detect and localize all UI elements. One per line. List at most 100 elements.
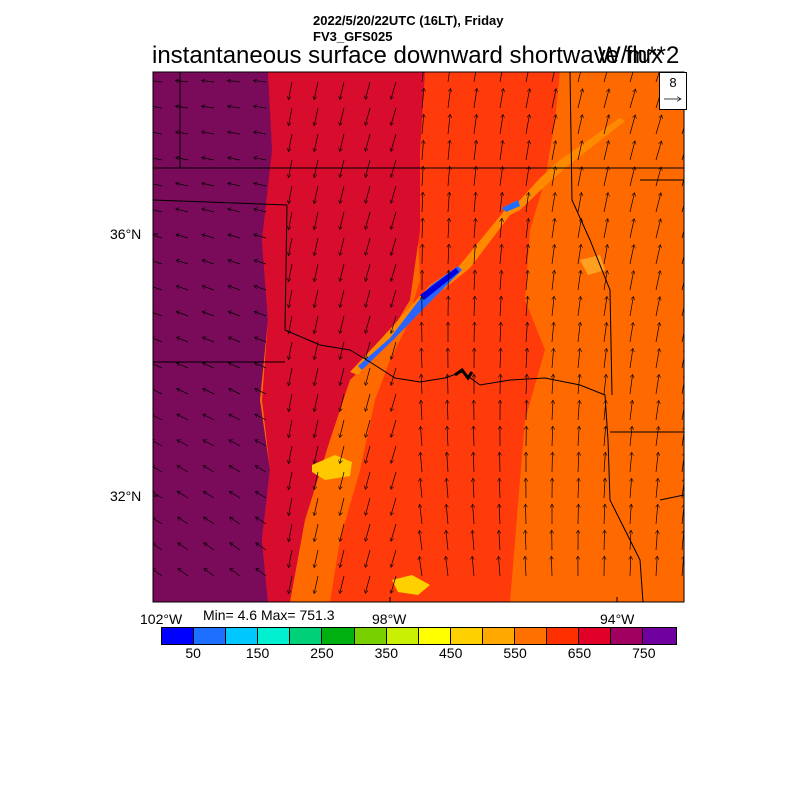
wind-vector	[314, 523, 319, 542]
wind-vector	[177, 491, 189, 499]
wind-vector	[289, 315, 293, 334]
wind-vector	[421, 400, 422, 421]
reference-arrow-icon	[664, 73, 686, 109]
colorbar-cell	[579, 628, 612, 644]
wind-vector	[228, 132, 241, 134]
wind-vector	[365, 263, 371, 281]
wind-vector	[204, 543, 215, 551]
wind-vector	[446, 504, 448, 525]
wind-vector	[473, 140, 476, 161]
wind-vector	[391, 393, 397, 411]
wind-vector	[391, 159, 397, 177]
wind-vector	[314, 471, 319, 490]
wind-vector	[629, 167, 635, 187]
cloud-cell-ne	[580, 255, 605, 275]
wind-vector	[629, 219, 634, 239]
wind-vector	[604, 504, 605, 525]
wind-vector	[228, 235, 241, 239]
wind-vector	[153, 235, 163, 239]
wind-vector	[629, 193, 635, 213]
wind-vector	[500, 270, 502, 291]
wind-vector	[255, 363, 267, 369]
wind-vector	[228, 337, 241, 343]
wind-vector	[391, 289, 397, 307]
wind-vector	[448, 270, 449, 291]
wind-vector	[422, 114, 424, 135]
wind-vector	[447, 114, 450, 135]
wind-vector	[289, 341, 293, 360]
wind-vector	[177, 363, 189, 369]
wind-vector	[178, 569, 189, 577]
min-max-stats: Min= 4.6 Max= 751.3	[203, 607, 335, 623]
wind-vector	[289, 107, 293, 126]
model-label: FV3_GFS025	[313, 29, 393, 44]
colorbar-label: 50	[185, 645, 201, 661]
wind-vector	[153, 209, 163, 213]
wind-vector	[314, 393, 319, 412]
colorbar-cell	[290, 628, 323, 644]
wind-vector	[499, 166, 503, 187]
wind-vector	[629, 245, 634, 265]
wind-vector	[577, 141, 582, 161]
units-label: W/m**2	[598, 42, 680, 69]
wind-vector	[365, 289, 371, 307]
wind-vector	[314, 367, 319, 386]
wind-vector	[203, 440, 215, 447]
wind-vector	[230, 517, 241, 525]
wind-vector	[604, 452, 605, 473]
wind-vector	[655, 271, 660, 291]
wind-vector	[578, 374, 580, 395]
wind-vector	[681, 323, 684, 343]
wind-vector	[176, 81, 189, 83]
wind-vector	[365, 549, 371, 567]
wind-vector	[289, 289, 293, 308]
wind-vector	[153, 466, 163, 473]
wind-vector	[655, 219, 661, 239]
wind-vector	[656, 478, 658, 499]
wind-vector	[229, 363, 241, 369]
wind-vector	[604, 478, 605, 499]
wind-vector	[202, 106, 215, 108]
wind-vector	[474, 218, 476, 239]
wind-vector	[499, 504, 500, 525]
reference-vector-box: 8	[659, 72, 687, 110]
wind-vector	[340, 185, 345, 204]
wind-vector	[228, 312, 241, 317]
wind-vector	[629, 323, 633, 343]
wind-vector	[655, 193, 661, 213]
wind-vector	[365, 133, 371, 151]
wind-vector	[629, 374, 633, 395]
wind-vector	[474, 322, 475, 343]
wind-vector	[447, 452, 448, 473]
wind-vector	[526, 322, 527, 343]
colorbar-cell	[258, 628, 291, 644]
wind-vector	[229, 389, 241, 395]
wind-vector	[176, 312, 189, 317]
colorbar-cell	[450, 628, 483, 644]
wind-vector	[340, 289, 345, 308]
wind-vector	[526, 504, 527, 525]
wind-vector	[499, 89, 503, 109]
wind-vector	[254, 260, 267, 265]
wind-vector	[473, 478, 474, 499]
wind-vector	[577, 89, 583, 109]
flux-region-central	[262, 72, 425, 602]
wind-vector	[314, 315, 319, 334]
wind-vector	[391, 107, 397, 125]
wind-vector	[202, 132, 215, 134]
wind-vector	[526, 296, 528, 317]
wind-vector	[603, 167, 608, 187]
wind-vector	[365, 315, 371, 333]
wind-vector	[365, 523, 371, 541]
wind-vector	[420, 504, 423, 525]
wind-vector	[577, 115, 582, 135]
wind-vector	[365, 341, 371, 359]
wind-vector	[365, 419, 371, 437]
wind-vector	[230, 543, 241, 551]
wind-vector	[526, 270, 528, 291]
wind-vector	[447, 426, 448, 447]
wind-vector	[448, 166, 450, 187]
wind-vector	[228, 183, 241, 187]
wind-vector	[391, 315, 397, 333]
